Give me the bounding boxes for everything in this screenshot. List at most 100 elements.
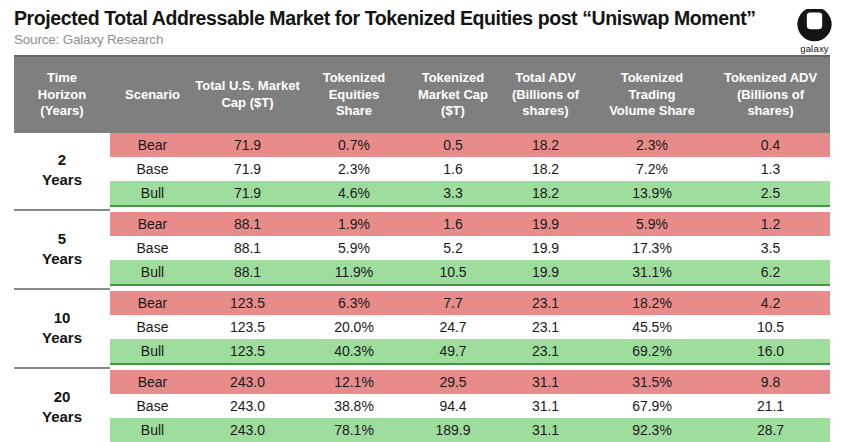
value-cell: 243.0 (195, 398, 300, 414)
value-cell: 31.1 (498, 398, 593, 414)
scenario-rows: Bear88.11.9%1.619.95.9%1.2Base88.15.9%5.… (110, 212, 830, 286)
time-horizon-cell: 20 Years (14, 370, 110, 442)
value-cell: 123.5 (195, 319, 300, 335)
value-cell: 71.9 (195, 137, 300, 153)
value-cell: 123.5 (195, 343, 300, 359)
page-title: Projected Total Addressable Market for T… (14, 7, 756, 29)
value-cell: 18.2 (498, 137, 593, 153)
value-cell: 123.5 (195, 295, 300, 311)
scenario-rows: Bear123.56.3%7.723.118.2%4.2Base123.520.… (110, 291, 830, 365)
value-cell: 243.0 (195, 374, 300, 390)
value-cell: 31.1% (593, 264, 711, 280)
value-cell: 88.1 (195, 216, 300, 232)
value-cell: 13.9% (593, 185, 711, 201)
column-header: Tokenized Market Cap ($T) (418, 70, 488, 121)
scenario-row-bull: Bull243.078.1%189.931.192.3%28.7 (110, 418, 830, 442)
scenario-rows: Bear243.012.1%29.531.131.5%9.8Base243.03… (110, 370, 830, 442)
value-cell: 1.3 (711, 161, 830, 177)
value-cell: 19.9 (498, 240, 593, 256)
time-horizon-cell: 10 Years (14, 291, 110, 365)
galaxy-logo-wordmark: galaxy (800, 43, 829, 54)
scenario-label: Bear (110, 374, 195, 390)
value-cell: 0.4 (711, 137, 830, 153)
scenario-row-bull: Bull123.540.3%49.723.169.2%16.0 (110, 339, 830, 365)
value-cell: 10.5 (711, 319, 830, 335)
value-cell: 38.8% (300, 398, 408, 414)
scenario-row-bear: Bear123.56.3%7.723.118.2%4.2 (110, 291, 830, 315)
galaxy-research-table-figure: Projected Total Addressable Market for T… (0, 0, 844, 442)
title-block: Projected Total Addressable Market for T… (14, 7, 756, 47)
horizon-group: 2 YearsBear71.90.7%0.518.22.3%0.4Base71.… (14, 133, 830, 207)
scenario-rows: Bear71.90.7%0.518.22.3%0.4Base71.92.3%1.… (110, 133, 830, 207)
column-header: Tokenized Trading Volume Share (609, 70, 695, 121)
scenario-row-bear: Bear88.11.9%1.619.95.9%1.2 (110, 212, 830, 236)
value-cell: 5.2 (408, 240, 498, 256)
value-cell: 2.5 (711, 185, 830, 201)
scenario-label: Base (110, 240, 195, 256)
horizon-group: 20 YearsBear243.012.1%29.531.131.5%9.8 Ba… (14, 370, 830, 442)
value-cell: 71.9 (195, 161, 300, 177)
value-cell: 11.9% (300, 264, 408, 280)
value-cell: 88.1 (195, 240, 300, 256)
scenario-label: Bear (110, 216, 195, 232)
time-horizon-cell: 5 Years (14, 212, 110, 286)
time-horizon-cell: 2 Years (14, 133, 110, 207)
scenario-label: Base (110, 398, 195, 414)
horizon-group: 10 YearsBear123.56.3%7.723.118.2%4.2Base… (14, 291, 830, 365)
scenario-label: Bear (110, 137, 195, 153)
value-cell: 4.6% (300, 185, 408, 201)
value-cell: 0.7% (300, 137, 408, 153)
scenario-label: Bear (110, 295, 195, 311)
tam-table: Time Horizon (Years)ScenarioTotal U.S. M… (14, 55, 830, 442)
value-cell: 16.0 (711, 343, 830, 359)
value-cell: 24.7 (408, 319, 498, 335)
scenario-row-base: Base88.15.9%5.219.917.3%3.5 (110, 236, 830, 260)
column-header: Scenario (125, 87, 180, 104)
value-cell: 189.9 (408, 422, 498, 438)
value-cell: 2.3% (593, 137, 711, 153)
value-cell: 3.3 (408, 185, 498, 201)
value-cell: 21.1 (711, 398, 830, 414)
value-cell: 6.3% (300, 295, 408, 311)
scenario-row-bear: Bear243.012.1%29.531.131.5%9.8 (110, 370, 830, 394)
value-cell: 18.2 (498, 185, 593, 201)
value-cell: 31.1 (498, 374, 593, 390)
masthead: Projected Total Addressable Market for T… (0, 0, 844, 53)
table-body: 2 YearsBear71.90.7%0.518.22.3%0.4Base71.… (14, 133, 830, 442)
value-cell: 31.1 (498, 422, 593, 438)
horizon-group: 5 YearsBear88.11.9%1.619.95.9%1.2Base88.… (14, 212, 830, 286)
value-cell: 1.2 (711, 216, 830, 232)
scenario-label: Bull (110, 343, 195, 359)
value-cell: 3.5 (711, 240, 830, 256)
value-cell: 1.6 (408, 161, 498, 177)
value-cell: 2.3% (300, 161, 408, 177)
value-cell: 45.5% (593, 319, 711, 335)
column-header: Tokenized ADV (Billions of shares) (724, 70, 817, 121)
value-cell: 4.2 (711, 295, 830, 311)
value-cell: 23.1 (498, 295, 593, 311)
value-cell: 69.2% (593, 343, 711, 359)
value-cell: 10.5 (408, 264, 498, 280)
value-cell: 88.1 (195, 264, 300, 280)
value-cell: 5.9% (300, 240, 408, 256)
value-cell: 29.5 (408, 374, 498, 390)
value-cell: 71.9 (195, 185, 300, 201)
column-header: Total ADV (Billions of shares) (512, 70, 579, 121)
value-cell: 19.9 (498, 264, 593, 280)
value-cell: 49.7 (408, 343, 498, 359)
column-header: Total U.S. Market Cap ($T) (195, 78, 300, 112)
scenario-label: Base (110, 319, 195, 335)
scenario-row-base: Base71.92.3%1.618.27.2%1.3 (110, 157, 830, 181)
value-cell: 18.2% (593, 295, 711, 311)
value-cell: 12.1% (300, 374, 408, 390)
table-header-row: Time Horizon (Years)ScenarioTotal U.S. M… (14, 55, 830, 133)
scenario-row-base: Base123.520.0%24.723.145.5%10.5 (110, 315, 830, 339)
value-cell: 78.1% (300, 422, 408, 438)
value-cell: 17.3% (593, 240, 711, 256)
scenario-label: Bull (110, 185, 195, 201)
value-cell: 1.9% (300, 216, 408, 232)
column-header: Tokenized Equities Share (323, 70, 386, 121)
value-cell: 243.0 (195, 422, 300, 438)
value-cell: 23.1 (498, 343, 593, 359)
value-cell: 0.5 (408, 137, 498, 153)
